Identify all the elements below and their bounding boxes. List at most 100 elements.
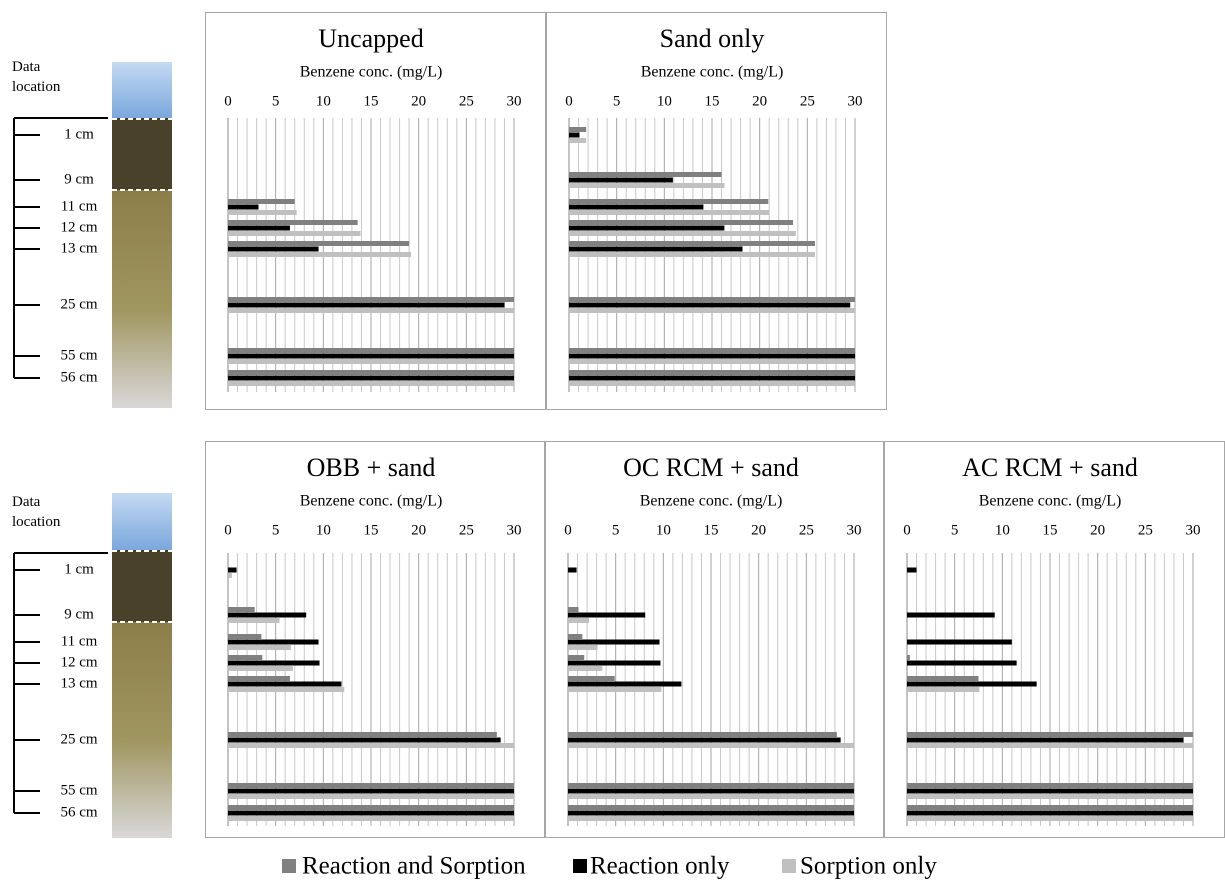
bar	[228, 655, 262, 660]
bar	[569, 381, 855, 386]
bar	[228, 682, 341, 687]
bar	[907, 794, 1193, 799]
x-tick-label: 20	[752, 93, 767, 109]
panel-title: AC RCM + sand	[962, 453, 1138, 482]
bar	[228, 640, 319, 645]
bar	[568, 811, 854, 816]
x-axis-label: Benzene conc. (mg/L)	[979, 493, 1122, 510]
bar	[228, 303, 504, 308]
bar	[907, 811, 1193, 816]
x-tick-label: 15	[705, 93, 720, 109]
x-tick-label: 25	[1138, 522, 1153, 538]
bar	[228, 205, 259, 210]
depth-label: 11 cm	[61, 633, 98, 649]
x-tick-label: 30	[1186, 522, 1201, 538]
bar	[228, 231, 361, 236]
bar	[907, 676, 979, 681]
x-tick-label: 30	[507, 93, 522, 109]
bar	[907, 613, 995, 618]
x-tick-label: 30	[847, 522, 862, 538]
bar	[569, 199, 768, 204]
bar	[228, 789, 514, 794]
bar	[228, 805, 514, 810]
bar	[907, 783, 1193, 788]
bar	[228, 676, 290, 681]
bar	[568, 640, 660, 645]
x-axis-label: Benzene conc. (mg/L)	[640, 493, 783, 510]
panel-title: OBB + sand	[307, 453, 436, 482]
bar	[569, 354, 855, 359]
bar	[568, 682, 681, 687]
bar	[569, 133, 579, 138]
bar	[907, 743, 1193, 748]
x-tick-label: 0	[224, 522, 232, 538]
bar	[228, 666, 293, 671]
sediment-column	[112, 493, 172, 838]
bar	[569, 359, 855, 364]
x-tick-label: 30	[507, 522, 522, 538]
sediment-column	[112, 62, 172, 408]
bar	[228, 661, 320, 666]
bar	[568, 634, 582, 639]
bar	[228, 376, 514, 381]
bar	[569, 172, 722, 177]
legend-swatch	[573, 859, 587, 873]
bar	[568, 816, 854, 821]
bar	[569, 376, 855, 381]
bar	[228, 618, 279, 623]
bar	[228, 308, 514, 313]
bar	[228, 634, 261, 639]
bar	[568, 666, 602, 671]
x-tick-label: 15	[364, 522, 379, 538]
bar	[569, 127, 586, 132]
panel-title: Sand only	[660, 24, 765, 53]
bar	[569, 241, 815, 246]
bar	[568, 743, 854, 748]
bar	[228, 811, 514, 816]
bar	[569, 297, 855, 302]
bar	[569, 178, 673, 183]
depth-label: 13 cm	[60, 675, 97, 691]
bar	[568, 568, 577, 573]
bar	[228, 783, 514, 788]
bar	[569, 348, 855, 353]
bar	[228, 381, 514, 386]
bar	[228, 241, 409, 246]
x-tick-label: 25	[799, 522, 814, 538]
depth-label: 1 cm	[64, 126, 94, 142]
bar	[569, 210, 769, 215]
depth-label: 25 cm	[60, 731, 97, 747]
bar	[569, 226, 724, 231]
bar	[907, 687, 979, 692]
bar	[569, 370, 855, 375]
bar	[569, 205, 703, 210]
depth-label: 55 cm	[60, 347, 97, 363]
x-tick-label: 0	[565, 93, 573, 109]
x-tick-label: 5	[612, 522, 620, 538]
bar	[228, 738, 501, 743]
bar	[228, 568, 237, 573]
x-tick-label: 10	[316, 93, 331, 109]
bar	[568, 794, 854, 799]
x-tick-label: 20	[411, 93, 426, 109]
depth-label: 55 cm	[60, 782, 97, 798]
bar	[568, 805, 854, 810]
depth-label: 25 cm	[60, 296, 97, 312]
bar	[569, 247, 743, 252]
bar	[228, 816, 514, 821]
depth-label: 56 cm	[60, 804, 97, 820]
x-tick-label: 25	[459, 93, 474, 109]
bar	[228, 354, 514, 359]
bar	[569, 220, 793, 225]
bar	[569, 231, 796, 236]
bar	[228, 199, 295, 204]
bar	[907, 738, 1183, 743]
x-axis-label: Benzene conc. (mg/L)	[300, 64, 443, 81]
legend-label: Sorption only	[800, 853, 937, 880]
bar	[568, 732, 837, 737]
bar	[228, 226, 290, 231]
legend-label: Reaction only	[590, 853, 730, 880]
depth-label: 12 cm	[60, 654, 97, 670]
figure: UncappedBenzene conc. (mg/L)051015202530…	[0, 0, 1225, 882]
bar	[228, 210, 297, 215]
